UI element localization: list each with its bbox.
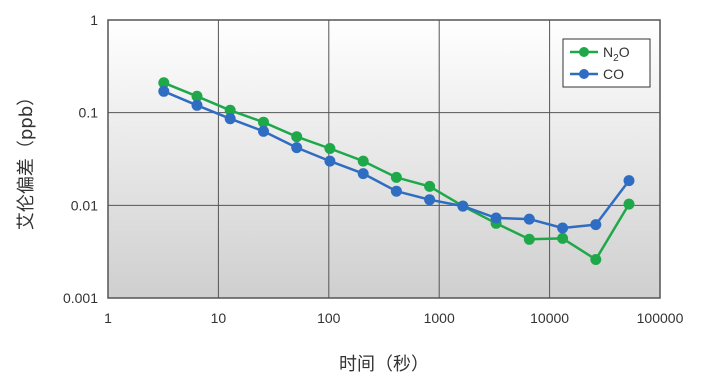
- legend-box: [562, 38, 651, 88]
- x-axis-title: 时间（秒）: [339, 354, 429, 375]
- legend-n2o-sub: 2: [613, 53, 619, 64]
- data-point-co: [291, 142, 303, 154]
- legend: N2O CO: [562, 38, 651, 88]
- x-tick-labels: 1 10 100 1000 10000 100000: [104, 310, 683, 326]
- legend-n2o-tail: O: [619, 44, 630, 60]
- y-tick-labels: 0.001 0.01 0.1 1: [63, 12, 98, 306]
- data-point-co: [490, 212, 502, 224]
- y-tick-label: 0.01: [71, 197, 98, 213]
- data-point-co: [390, 185, 402, 197]
- data-point-n2o: [590, 254, 602, 265]
- x-tick-label: 100000: [637, 310, 684, 326]
- data-point-n2o: [390, 171, 402, 183]
- data-point-co: [424, 194, 436, 206]
- legend-n2o-label: N2O: [603, 44, 630, 64]
- y-tick-label: 0.001: [63, 290, 98, 306]
- data-point-n2o: [357, 155, 369, 167]
- data-point-n2o: [324, 143, 336, 154]
- data-point-co: [224, 113, 236, 125]
- data-point-n2o: [523, 233, 535, 245]
- series-co: [158, 85, 635, 234]
- legend-n2o-main: N: [603, 44, 613, 60]
- legend-co-label: CO: [603, 66, 624, 82]
- series-group: [158, 77, 635, 265]
- data-point-co: [357, 168, 369, 180]
- data-point-n2o: [291, 131, 303, 143]
- data-point-co: [457, 200, 469, 212]
- data-point-n2o: [258, 116, 269, 128]
- data-point-co: [324, 155, 336, 167]
- data-point-n2o: [557, 232, 569, 244]
- y-tick-label: 0.1: [79, 105, 99, 121]
- y-tick-label: 1: [90, 12, 98, 28]
- data-point-co: [191, 99, 203, 111]
- data-point-co: [623, 175, 635, 187]
- x-tick-label: 10: [211, 310, 227, 326]
- data-point-n2o: [158, 77, 170, 89]
- data-point-n2o: [623, 198, 635, 210]
- legend-co-marker: [579, 69, 589, 79]
- data-point-co: [590, 219, 602, 231]
- data-point-n2o: [224, 104, 236, 116]
- data-point-n2o: [191, 90, 203, 102]
- x-tick-label: 1: [104, 310, 112, 326]
- plot-border: [107, 19, 661, 299]
- legend-n2o-marker: [579, 47, 589, 57]
- y-axis-title: 艾伦偏差（ppb）: [16, 88, 37, 230]
- x-tick-label: 10000: [530, 310, 569, 326]
- data-point-n2o: [424, 180, 436, 192]
- x-tick-label: 1000: [424, 310, 455, 326]
- data-point-co: [523, 213, 535, 225]
- data-point-co: [158, 85, 170, 97]
- data-point-co: [258, 125, 269, 137]
- x-tick-label: 100: [317, 310, 341, 326]
- data-point-co: [557, 222, 569, 234]
